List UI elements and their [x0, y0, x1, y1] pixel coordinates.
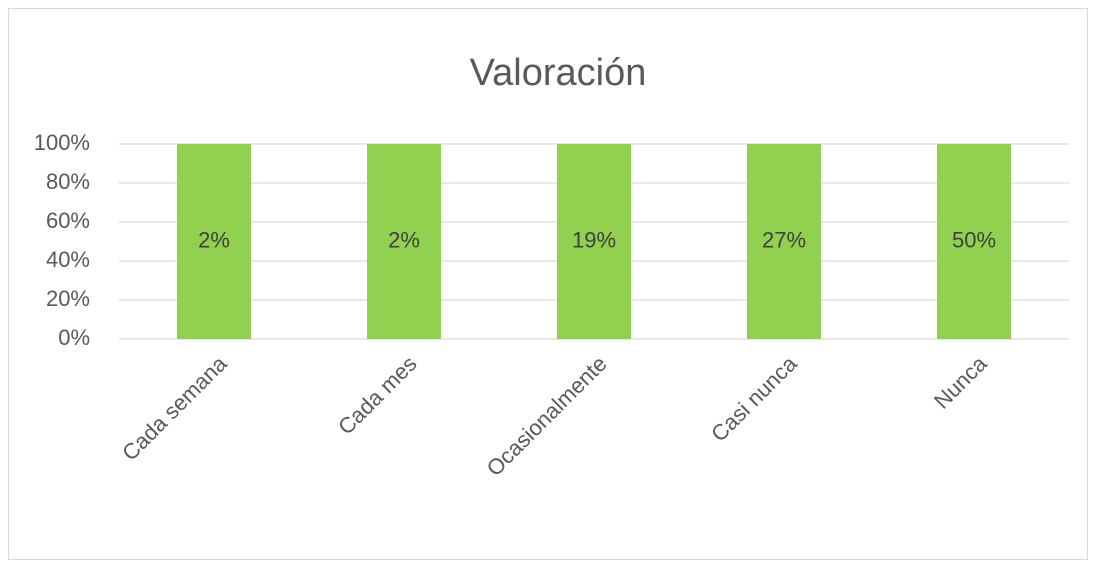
y-tick-label: 40% — [46, 247, 90, 272]
chart-title: Valoración — [470, 52, 647, 94]
y-tick-label: 80% — [46, 169, 90, 194]
bar — [367, 144, 441, 339]
bar — [177, 144, 251, 339]
bar — [747, 144, 821, 339]
data-label: 50% — [952, 227, 996, 252]
data-label: 27% — [762, 227, 806, 252]
y-tick-label: 60% — [46, 208, 90, 233]
y-tick-label: 100% — [34, 130, 90, 155]
y-tick-label: 0% — [58, 325, 90, 350]
data-label: 2% — [388, 227, 420, 252]
data-label: 19% — [572, 227, 616, 252]
data-label: 2% — [198, 227, 230, 252]
bar — [557, 144, 631, 339]
y-tick-label: 20% — [46, 286, 90, 311]
bar — [937, 144, 1011, 339]
